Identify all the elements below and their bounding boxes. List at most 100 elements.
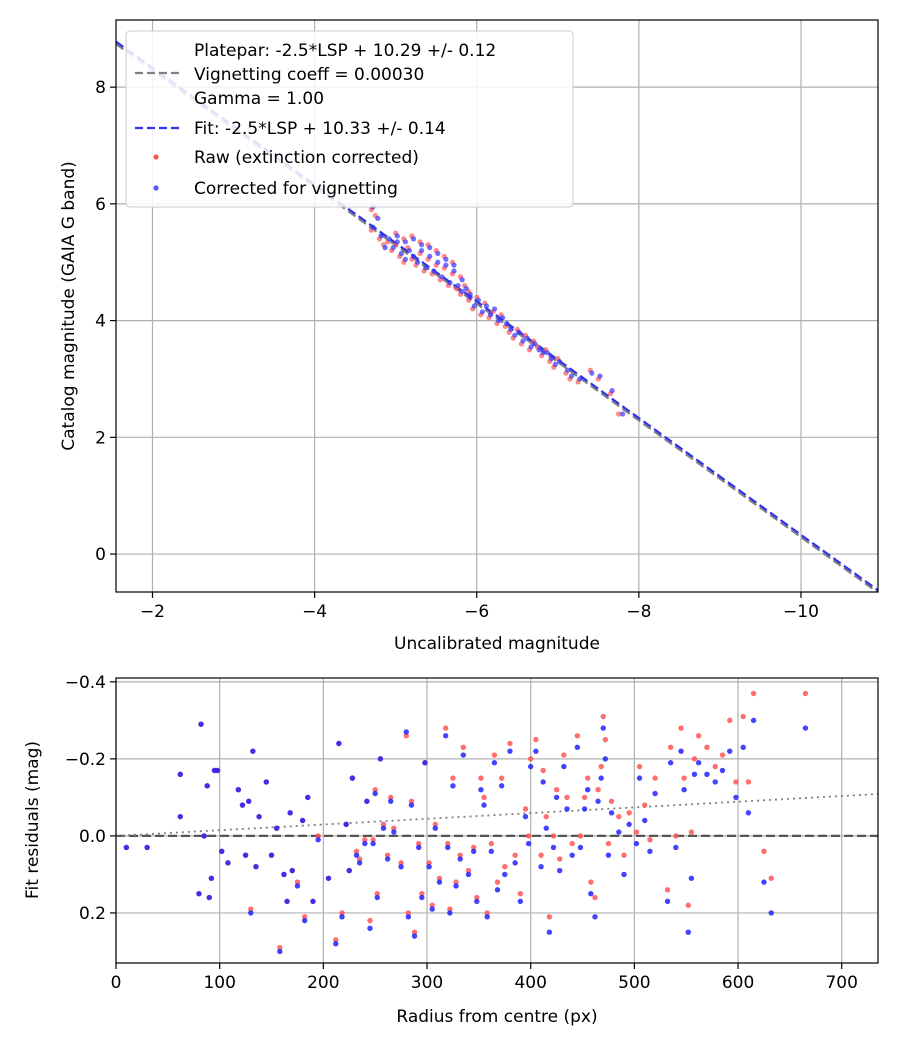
corrected-point <box>540 779 546 785</box>
corrected-point <box>405 914 412 920</box>
corrected-point <box>436 879 443 885</box>
corrected-point <box>411 933 418 939</box>
corrected-point <box>750 717 757 724</box>
raw-point <box>761 848 767 855</box>
corrected-point <box>568 373 575 379</box>
corrected-point <box>315 837 321 843</box>
corrected-point <box>528 344 534 350</box>
y-tick-label: 4 <box>95 312 106 332</box>
corrected-point <box>422 760 428 766</box>
raw-point <box>527 756 534 762</box>
corrected-point <box>419 242 425 248</box>
corrected-point <box>453 883 459 889</box>
corrected-point <box>577 844 584 851</box>
corrected-point <box>642 817 648 824</box>
raw-point <box>695 733 702 739</box>
corrected-point <box>206 894 213 901</box>
corrected-point <box>664 898 671 905</box>
corrected-point <box>516 329 522 335</box>
corrected-point <box>435 250 441 257</box>
raw-point <box>600 713 606 720</box>
raw-point <box>248 906 254 912</box>
bottom-grid <box>115 678 878 963</box>
corrected-point <box>502 871 508 878</box>
corrected-point <box>470 848 477 855</box>
corrected-point <box>802 725 809 731</box>
legend-vignetting-label: Vignetting coeff = 0.00030 <box>194 65 424 85</box>
raw-point <box>667 744 674 751</box>
raw-point <box>598 763 604 770</box>
corrected-point <box>608 810 615 816</box>
x-tick-label: −4 <box>302 602 327 622</box>
corrected-point <box>597 373 603 379</box>
corrected-point <box>380 825 387 831</box>
corrected-point <box>242 852 249 858</box>
corrected-point <box>463 285 469 292</box>
corrected-point <box>372 790 378 797</box>
raw-point <box>745 779 752 785</box>
corrected-point <box>652 790 658 797</box>
legend-raw-label: Raw (extinction corrected) <box>194 148 419 168</box>
legend-corrected-marker <box>153 185 159 191</box>
corrected-point <box>353 852 360 858</box>
corrected-point <box>289 867 295 874</box>
corrected-point <box>310 898 316 905</box>
raw-point <box>588 879 594 885</box>
corrected-point <box>598 775 604 781</box>
y-tick-label: 6 <box>95 195 106 215</box>
x-tick-label: 500 <box>618 973 650 993</box>
corrected-point <box>123 844 130 851</box>
raw-point <box>642 802 648 808</box>
corrected-point <box>325 875 332 881</box>
corrected-point <box>219 848 225 855</box>
corrected-point <box>402 256 408 262</box>
raw-point <box>712 763 718 770</box>
raw-point <box>615 411 622 417</box>
raw-point <box>447 906 453 912</box>
raw-point <box>429 902 435 908</box>
corrected-point <box>390 245 396 251</box>
raw-point <box>405 910 412 916</box>
raw-point <box>608 798 615 804</box>
legend-raw-marker <box>153 154 159 160</box>
corrected-point <box>712 779 718 785</box>
corrected-point <box>478 786 484 793</box>
raw-point <box>403 733 409 739</box>
corrected-point <box>406 247 413 254</box>
corrected-point <box>250 748 256 754</box>
corrected-point <box>198 721 204 727</box>
corrected-point <box>442 733 449 739</box>
corrected-point <box>277 948 283 955</box>
corrected-point <box>284 898 290 905</box>
bottom-y-axis-label: Fit residuals (mag) <box>23 741 43 899</box>
corrected-point <box>467 291 473 297</box>
corrected-point <box>388 798 394 804</box>
raw-point <box>626 810 632 816</box>
corrected-point <box>588 890 594 897</box>
corrected-point <box>768 910 774 916</box>
corrected-point <box>589 370 595 376</box>
corrected-point <box>391 829 397 835</box>
top-plot-frame <box>115 19 879 593</box>
corrected-point <box>333 941 339 947</box>
corrected-point <box>294 883 301 889</box>
corrected-point <box>356 860 363 866</box>
corrected-point <box>460 752 467 758</box>
corrected-point <box>536 347 542 353</box>
x-tick-label: 400 <box>514 973 546 993</box>
corrected-point <box>569 852 575 858</box>
corrected-point <box>564 367 571 373</box>
corrected-point <box>349 775 356 781</box>
corrected-point <box>595 798 601 804</box>
raw-point <box>733 779 739 785</box>
corrected-point <box>394 239 400 245</box>
raw-point <box>616 813 622 820</box>
bottom-plot-frame <box>115 677 879 964</box>
raw-point <box>561 752 567 758</box>
corrected-point <box>451 268 457 274</box>
corrected-point <box>382 245 388 251</box>
corrected-point <box>419 247 425 254</box>
reference-line-vignetting-trend <box>116 793 878 837</box>
corrected-point <box>447 910 453 916</box>
